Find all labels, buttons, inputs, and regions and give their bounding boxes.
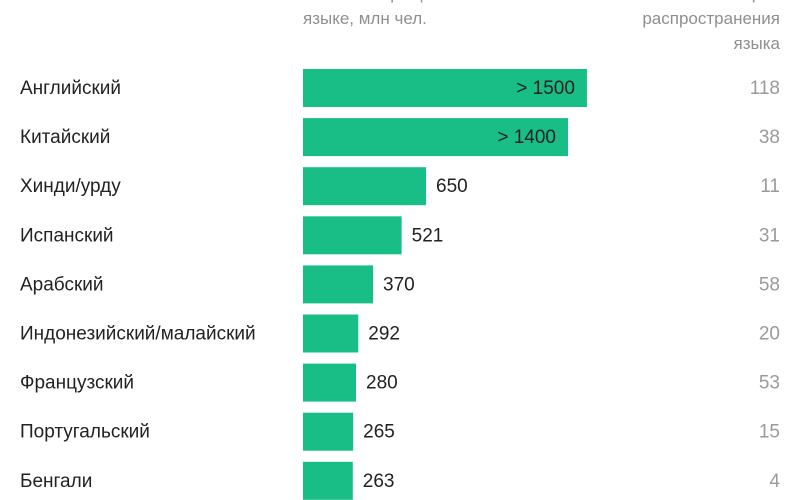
count-header: Количество стран распространения языка	[639, 0, 780, 53]
category-label: Китайский	[20, 127, 110, 148]
category-label: Французский	[20, 373, 134, 394]
country-count: 58	[759, 274, 780, 295]
country-count: 118	[750, 78, 780, 99]
value-label: 521	[412, 225, 444, 246]
bar	[303, 461, 353, 500]
bar	[303, 314, 359, 353]
value-label: 292	[368, 324, 400, 345]
category-label: Португальский	[20, 422, 150, 443]
country-count: 53	[759, 373, 780, 394]
country-count: 15	[759, 422, 780, 443]
category-label: Испанский	[20, 225, 114, 246]
bar	[303, 167, 427, 206]
category-label: Индонезийский/малайский	[20, 324, 256, 345]
bar	[303, 118, 569, 157]
value-label: 650	[436, 176, 468, 197]
value-label: 280	[366, 373, 398, 394]
bar	[303, 412, 354, 451]
country-count: 20	[759, 324, 780, 345]
value-label: 370	[383, 274, 415, 295]
category-label: Арабский	[20, 274, 104, 295]
country-count: 38	[759, 127, 780, 148]
value-label: 263	[363, 471, 395, 492]
value-header: Число говорящих на языке, млн чел.	[303, 0, 464, 28]
category-label: Бенгали	[20, 471, 92, 492]
country-count: 11	[760, 176, 780, 197]
country-count: 4	[769, 471, 780, 492]
bar	[303, 363, 357, 402]
category-label: Хинди/урду	[20, 176, 121, 197]
value-label: > 1500	[516, 78, 575, 99]
bar	[303, 265, 374, 304]
value-label: > 1400	[497, 127, 556, 148]
bar	[303, 216, 402, 255]
country-count: 31	[759, 225, 780, 246]
value-label: 265	[363, 422, 395, 443]
category-label: Английский	[20, 78, 121, 99]
bar	[303, 69, 587, 107]
